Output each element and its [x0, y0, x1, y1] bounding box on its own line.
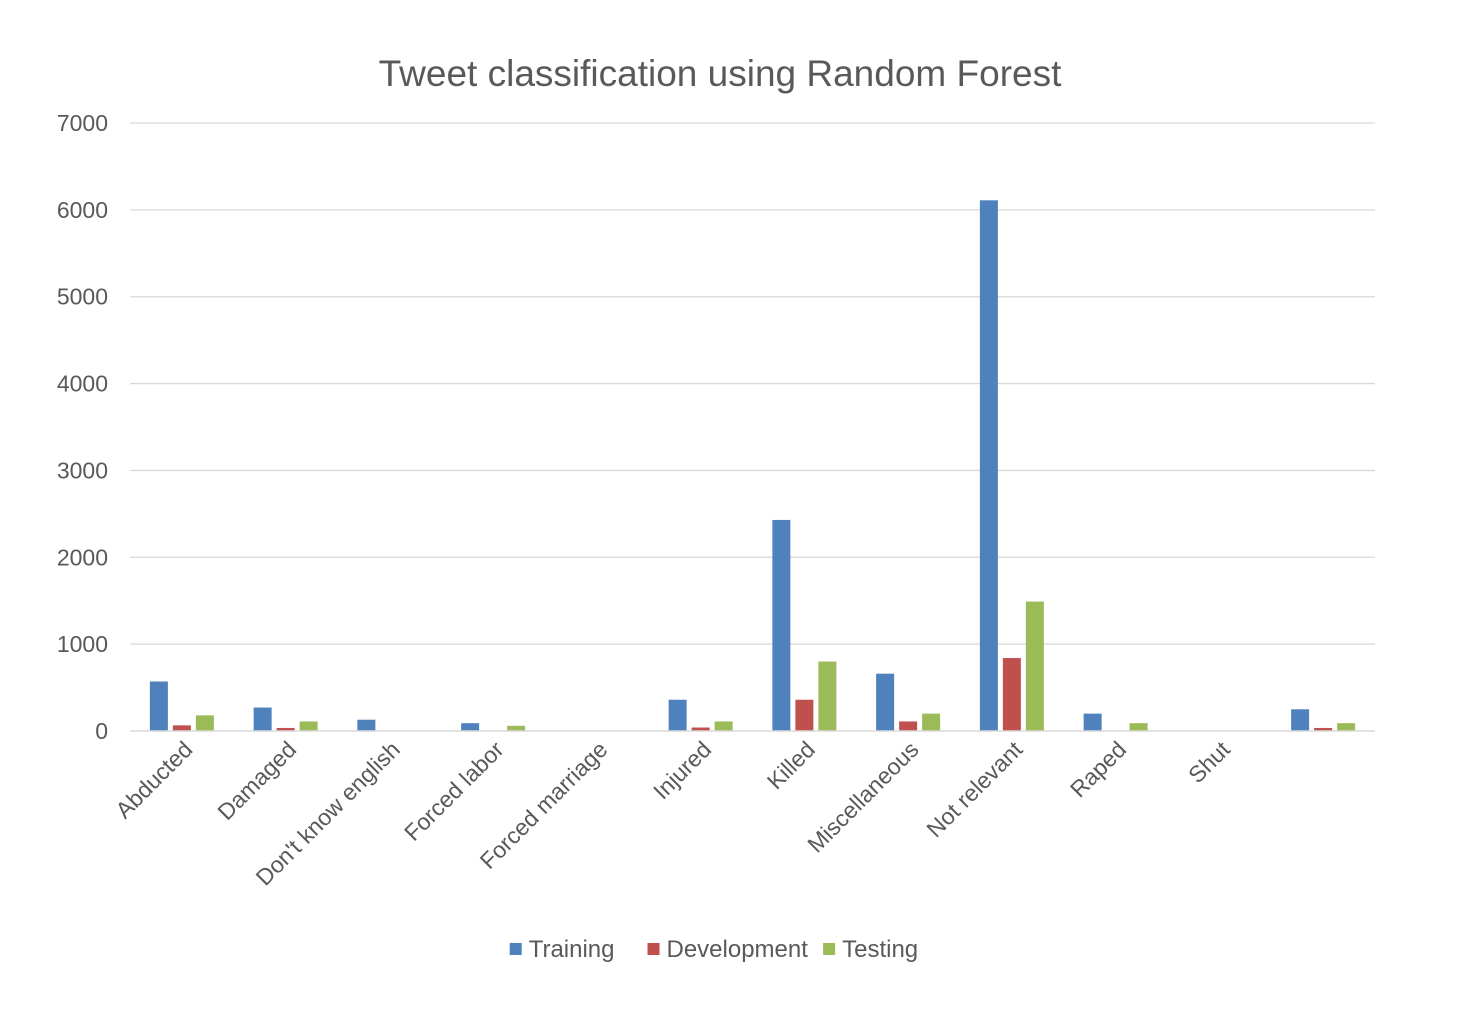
bar-training — [149, 681, 168, 731]
bar-training — [668, 699, 687, 731]
y-tick-label: 6000 — [57, 197, 108, 223]
bar-training — [461, 723, 480, 731]
y-tick-label: 0 — [95, 718, 108, 744]
bar-testing — [299, 721, 318, 731]
bar-testing — [195, 715, 214, 731]
bar-training — [876, 673, 895, 731]
legend-swatch — [647, 943, 660, 955]
y-axis-ticks: 0 1000 2000 3000 4000 5000 6000 7000 — [57, 110, 108, 744]
x-category-label: Shut — [1183, 736, 1235, 788]
x-category-label: Abducted — [110, 736, 197, 823]
bar-testing — [1129, 723, 1148, 731]
legend: Training Development Testing — [509, 936, 918, 963]
y-tick-label: 5000 — [57, 284, 108, 310]
x-category-label: Not relevant — [921, 736, 1028, 843]
x-category-label: Injured — [648, 736, 716, 804]
y-tick-label: 3000 — [57, 457, 108, 483]
bar-development — [899, 721, 918, 731]
x-category-label: Damaged — [212, 736, 301, 825]
y-tick-label: 4000 — [57, 371, 108, 397]
bar-development — [1314, 727, 1333, 731]
legend-swatch — [823, 943, 836, 955]
bar-testing — [1337, 723, 1356, 731]
bar-testing — [1025, 601, 1044, 731]
bar-testing — [818, 661, 837, 731]
bar-development — [1002, 658, 1021, 731]
bar-testing — [714, 721, 733, 731]
y-tick-label: 2000 — [57, 544, 108, 570]
bar-testing — [922, 713, 941, 731]
y-tick-label: 7000 — [57, 110, 108, 136]
x-category-label: Forced labor — [399, 736, 509, 846]
legend-label: Testing — [842, 936, 918, 963]
x-category-label: Raped — [1065, 736, 1131, 802]
bar-development — [172, 725, 191, 731]
bar-training — [357, 719, 376, 731]
gridlines — [130, 122, 1375, 645]
x-category-label: Miscellaneous — [802, 736, 923, 857]
bar-training — [1083, 713, 1102, 731]
legend-label: Development — [667, 936, 809, 963]
bar-training — [1291, 709, 1310, 731]
bar-development — [795, 699, 814, 731]
y-tick-label: 1000 — [57, 631, 108, 657]
bar-development — [691, 727, 710, 731]
legend-label: Training — [529, 936, 615, 963]
bar-training — [253, 707, 272, 731]
bar-development — [276, 727, 295, 731]
bars — [149, 200, 1356, 731]
legend-swatch — [509, 943, 522, 955]
x-category-label: Killed — [762, 736, 820, 794]
bar-testing — [507, 725, 526, 731]
bar-training — [979, 200, 998, 731]
bar-training — [772, 519, 791, 731]
chart-title: Tweet classification using Random Forest — [379, 53, 1062, 94]
